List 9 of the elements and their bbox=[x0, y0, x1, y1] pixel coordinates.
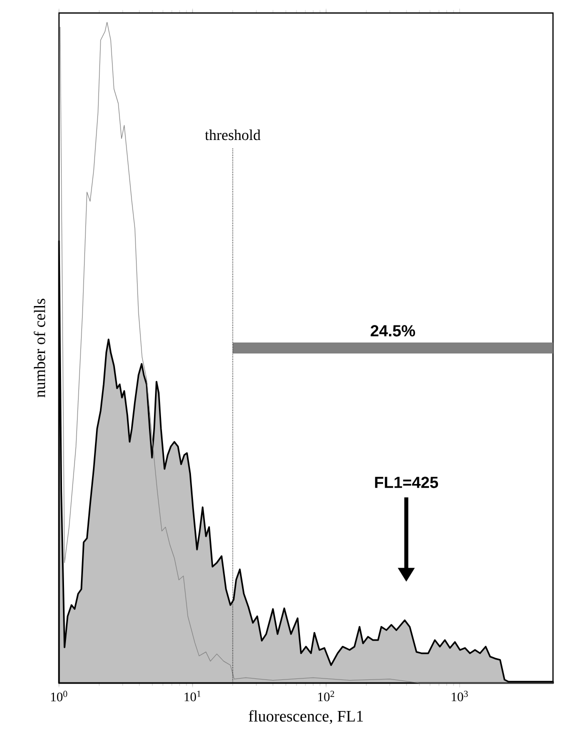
ref-line-label: threshold bbox=[204, 130, 260, 140]
x-tick-label: 10$^{1}$ bbox=[184, 690, 201, 702]
x-axis-title: fluorescence, FL1 bbox=[248, 710, 363, 724]
y-axis-title: number of cells bbox=[34, 298, 46, 398]
x-tick-label: 10$^{2}$ bbox=[318, 690, 334, 702]
x-tick-label: 10$^{0}$ bbox=[51, 690, 68, 702]
annotation: 24.5% bbox=[370, 325, 416, 336]
annotation: FL1=425 bbox=[375, 476, 438, 488]
x-tick-label: 10$^{3}$ bbox=[452, 690, 468, 702]
